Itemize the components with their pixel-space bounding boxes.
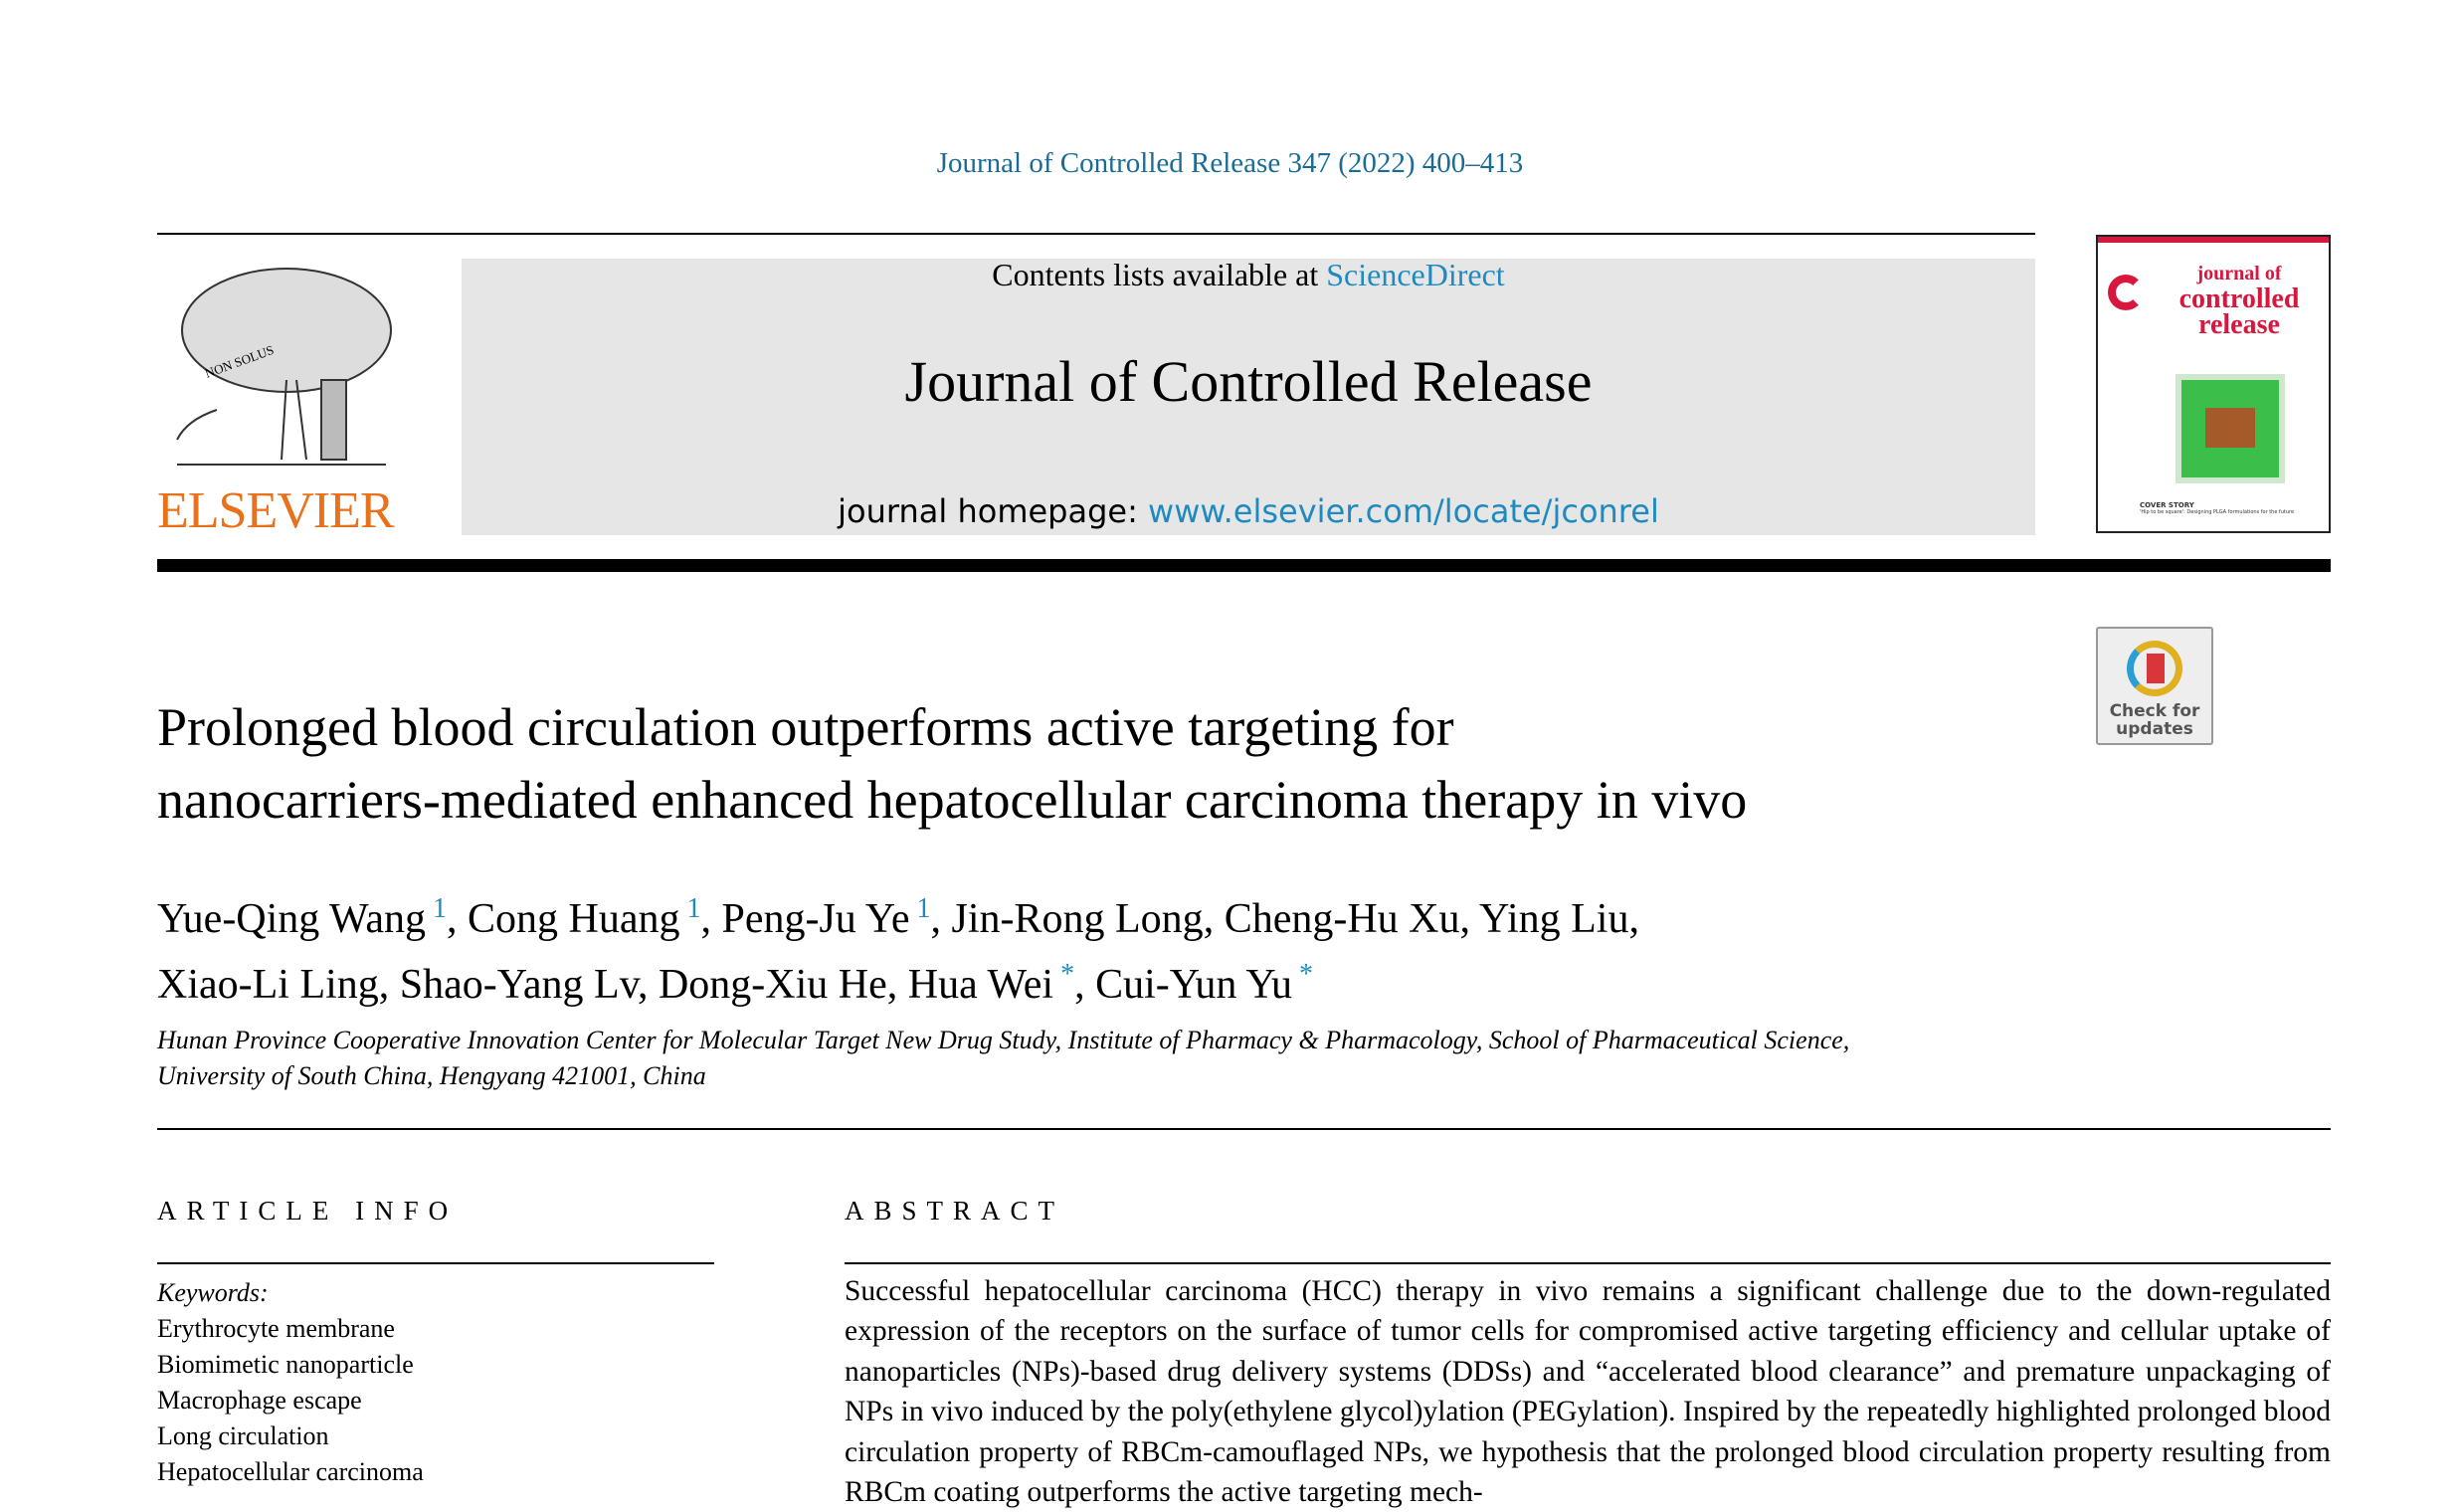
article-title: Prolonged blood circulation outperforms … (157, 697, 1748, 830)
author-name[interactable]: Cong Huang (467, 896, 680, 942)
header-thick-rule (157, 559, 2331, 572)
crs-logo-icon (2108, 275, 2144, 310)
affiliation-rule (157, 1128, 2331, 1130)
sciencedirect-link[interactable]: ScienceDirect (1326, 257, 1505, 292)
author-name[interactable]: Shao-Yang Lv (399, 962, 638, 1008)
author-name[interactable]: Dong-Xiu He (658, 962, 887, 1008)
author-list: Yue-Qing Wang 1, Cong Huang 1, Peng-Ju Y… (157, 893, 1639, 1008)
author-name[interactable]: Cui-Yun Yu (1095, 962, 1293, 1008)
author-mark[interactable]: 1 (679, 893, 701, 924)
author-name[interactable]: Peng-Ju Ye (721, 896, 910, 942)
author-mark[interactable]: * (1053, 959, 1075, 990)
homepage-link[interactable]: www.elsevier.com/locate/jconrel (1148, 492, 1659, 530)
author-name[interactable]: Xiao-Li Ling (157, 962, 379, 1008)
keyword: Erythrocyte membrane (157, 1314, 395, 1343)
journal-cover[interactable]: journal of controlled release COVER STOR… (2096, 235, 2331, 533)
abstract-rule (845, 1262, 2331, 1264)
author-mark[interactable]: 1 (909, 893, 931, 924)
author-name[interactable]: Jin-Rong Long (951, 896, 1204, 942)
keywords: Keywords: Erythrocyte membrane Biomimeti… (157, 1275, 424, 1490)
article-info-heading: ARTICLE INFO (157, 1196, 459, 1226)
bookmark-icon (2127, 641, 2182, 696)
author-mark[interactable]: 1 (425, 893, 447, 924)
elsevier-logo: NON SOLUS ELSEVIER (157, 261, 404, 541)
author-name[interactable]: Cheng-Hu Xu (1224, 896, 1460, 942)
journal-banner (462, 259, 2035, 535)
author-mark[interactable]: * (1292, 959, 1314, 990)
top-rule (157, 233, 2035, 235)
homepage-line: journal homepage: www.elsevier.com/locat… (838, 492, 1659, 530)
author-name[interactable]: Ying Liu (1478, 896, 1629, 942)
journal-title: Journal of Controlled Release (904, 349, 1593, 414)
check-for-updates-button[interactable]: Check for updates (2096, 627, 2213, 745)
publisher-name: ELSEVIER (157, 482, 395, 539)
journal-citation: Journal of Controlled Release 347 (2022)… (936, 147, 1524, 179)
author-name[interactable]: Yue-Qing Wang (157, 896, 426, 942)
cover-image (2176, 374, 2285, 483)
keyword: Hepatocellular carcinoma (157, 1457, 424, 1486)
tree-icon: NON SOLUS (176, 268, 392, 466)
keyword: Long circulation (157, 1421, 329, 1450)
contents-line: Contents lists available at ScienceDirec… (992, 257, 1505, 292)
affiliation: Hunan Province Cooperative Innovation Ce… (157, 1026, 1850, 1090)
abstract-heading: ABSTRACT (845, 1196, 1065, 1226)
author-name[interactable]: Hua Wei (907, 962, 1054, 1008)
abstract-text: Successful hepatocellular carcinoma (HCC… (845, 1275, 2331, 1509)
article-info-rule (157, 1262, 714, 1264)
keyword: Biomimetic nanoparticle (157, 1350, 414, 1379)
keyword: Macrophage escape (157, 1386, 362, 1415)
